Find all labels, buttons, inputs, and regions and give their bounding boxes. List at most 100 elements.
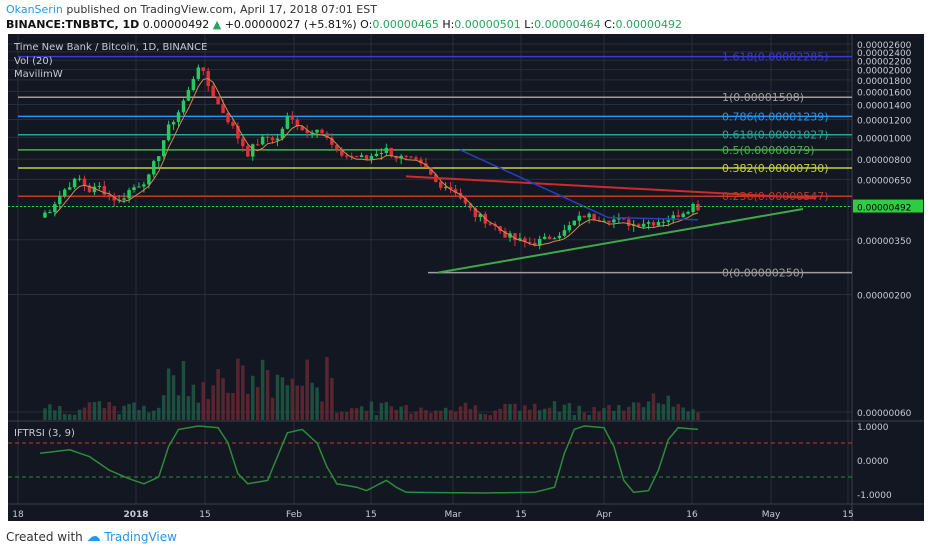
fib-level-label: 1(0.00001508) bbox=[722, 91, 804, 104]
author-link[interactable]: OkanSerin bbox=[6, 3, 63, 16]
candle-body bbox=[364, 155, 369, 160]
volume-bar bbox=[152, 410, 156, 420]
volume-bar bbox=[661, 404, 666, 420]
price-tick-label: 0.00000350 bbox=[857, 237, 912, 247]
volume-bar bbox=[354, 408, 359, 420]
candle-body bbox=[330, 137, 334, 145]
time-tick-label: 2018 bbox=[123, 510, 148, 520]
close-value: 0.00000492 bbox=[615, 18, 682, 31]
chart-svg[interactable]: 0.000026000.000024000.000022000.00002000… bbox=[8, 34, 924, 521]
candle-body bbox=[290, 115, 295, 120]
volume-bar bbox=[315, 387, 319, 420]
candle-body bbox=[389, 147, 393, 157]
candle-body bbox=[617, 218, 621, 220]
volume-bar bbox=[275, 374, 280, 420]
volume-bar bbox=[117, 414, 121, 420]
candle-body bbox=[582, 215, 586, 218]
volume-bar bbox=[518, 410, 522, 420]
volume-bar bbox=[201, 382, 205, 420]
candle-body bbox=[577, 215, 581, 221]
time-tick-label: Apr bbox=[596, 510, 612, 520]
candle-body bbox=[67, 187, 72, 190]
fib-level-label: 1.618(0.00002285) bbox=[722, 51, 829, 64]
volume-bar bbox=[552, 401, 557, 420]
price-tick-label: 0.00001000 bbox=[857, 134, 912, 144]
volume-bar bbox=[458, 406, 463, 420]
volume-bar bbox=[607, 405, 611, 420]
l-label: L: bbox=[524, 18, 535, 31]
volume-bar bbox=[325, 357, 329, 420]
legend-title: Time New Bank / Bitcoin, 1D, BINANCE bbox=[14, 42, 208, 53]
candle-body bbox=[320, 129, 324, 134]
candle-body bbox=[503, 230, 507, 238]
iftrsi-line bbox=[39, 425, 699, 494]
green-support-line bbox=[437, 207, 804, 274]
candle-body bbox=[537, 238, 542, 246]
volume-bar bbox=[681, 407, 685, 420]
candle-body bbox=[379, 152, 384, 154]
volume-bar bbox=[246, 393, 250, 420]
volume-bar bbox=[473, 405, 478, 420]
candle-body bbox=[468, 203, 473, 209]
candle-body bbox=[127, 190, 131, 199]
red-resistance-line bbox=[405, 175, 817, 200]
volume-bar bbox=[622, 410, 626, 420]
candle-body bbox=[612, 219, 616, 223]
candle-body bbox=[419, 159, 423, 164]
candle-body bbox=[157, 156, 161, 162]
candle-body bbox=[345, 155, 349, 157]
volume-bar bbox=[424, 410, 428, 420]
legend-indicator[interactable]: MavilimW bbox=[14, 69, 63, 80]
price-tick-label: 0.00001200 bbox=[857, 116, 912, 126]
volume-bar bbox=[270, 397, 275, 420]
candle-body bbox=[696, 204, 700, 211]
volume-bar bbox=[671, 406, 675, 420]
legend-iftrsi[interactable]: IFTRSI (3, 9) bbox=[14, 428, 75, 439]
candle-body bbox=[602, 220, 606, 222]
volume-bar bbox=[493, 410, 497, 420]
volume-bar bbox=[597, 411, 601, 420]
candle-body bbox=[152, 161, 156, 175]
volume-bar bbox=[107, 402, 111, 420]
candle-body bbox=[285, 115, 290, 129]
volume-bar bbox=[310, 382, 314, 420]
created-text: Created with bbox=[6, 530, 83, 544]
price-tick-label: 0.00001800 bbox=[857, 77, 912, 87]
volume-bar bbox=[384, 402, 389, 420]
legend-vol[interactable]: Vol (20) bbox=[14, 56, 53, 67]
volume-bar bbox=[285, 385, 290, 420]
candle-body bbox=[622, 218, 626, 220]
volume-bar bbox=[656, 403, 661, 420]
candle-body bbox=[567, 225, 572, 231]
candle-body bbox=[498, 226, 502, 231]
candle-body bbox=[72, 178, 77, 188]
candle-body bbox=[641, 223, 646, 227]
volume-bar bbox=[364, 410, 369, 420]
candle-body bbox=[270, 137, 275, 141]
h-label: H: bbox=[442, 18, 455, 31]
open-value: 0.00000465 bbox=[372, 18, 439, 31]
candle-body bbox=[448, 186, 453, 190]
volume-bar bbox=[676, 404, 680, 420]
candle-body bbox=[666, 220, 671, 222]
volume-bar bbox=[77, 409, 82, 420]
candle-body bbox=[226, 113, 230, 123]
volume-bar bbox=[419, 407, 423, 420]
candle-body bbox=[627, 219, 631, 226]
blue-trend-line-2 bbox=[607, 216, 699, 221]
price-tick-label: 0.00001600 bbox=[857, 88, 912, 98]
candle-body bbox=[265, 136, 270, 138]
volume-bar bbox=[142, 405, 146, 420]
volume-bar bbox=[58, 405, 62, 420]
ohlc-line: BINANCE:TNBBTC, 1D 0.00000492 ▲ +0.00000… bbox=[6, 18, 682, 31]
candle-body bbox=[686, 211, 690, 214]
volume-bar bbox=[349, 408, 354, 420]
candle-body bbox=[186, 90, 191, 101]
brand-link[interactable]: TradingView bbox=[104, 530, 177, 544]
volume-bar bbox=[627, 406, 631, 420]
chart-panel[interactable]: 0.00002600 0.00002400 0.00002200 0.00002000… bbox=[8, 34, 924, 521]
candle-body bbox=[132, 187, 136, 191]
candle-body bbox=[53, 204, 57, 213]
candle-body bbox=[542, 236, 547, 239]
candle-body bbox=[676, 215, 680, 218]
